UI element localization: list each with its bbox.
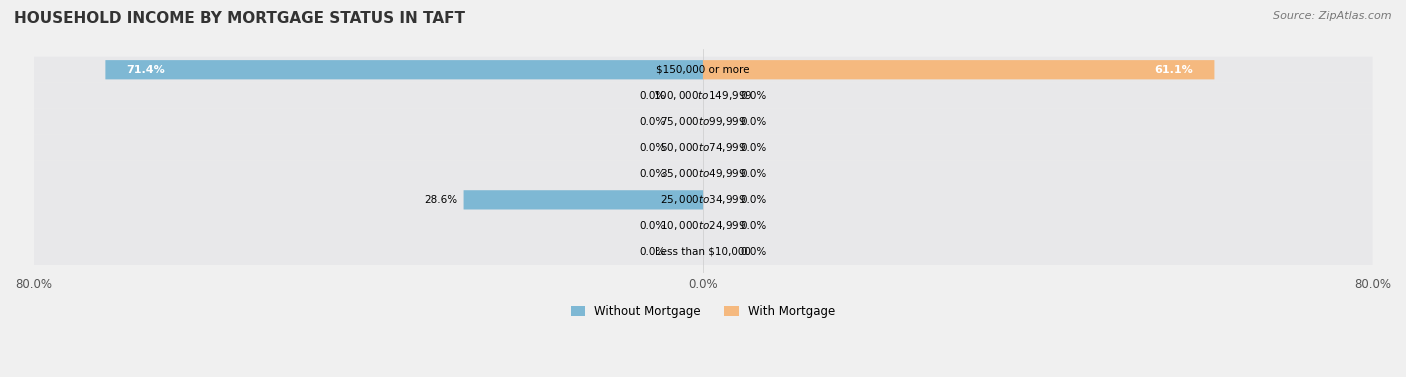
Text: 0.0%: 0.0% <box>741 143 766 153</box>
FancyBboxPatch shape <box>703 60 1215 80</box>
Text: Source: ZipAtlas.com: Source: ZipAtlas.com <box>1274 11 1392 21</box>
FancyBboxPatch shape <box>34 57 1372 83</box>
Text: 0.0%: 0.0% <box>640 91 665 101</box>
Text: 0.0%: 0.0% <box>640 117 665 127</box>
Text: 71.4%: 71.4% <box>127 65 165 75</box>
Text: $50,000 to $74,999: $50,000 to $74,999 <box>659 141 747 154</box>
FancyBboxPatch shape <box>34 135 1372 161</box>
Text: $75,000 to $99,999: $75,000 to $99,999 <box>659 115 747 128</box>
FancyBboxPatch shape <box>34 161 1372 187</box>
FancyBboxPatch shape <box>34 83 1372 109</box>
Text: $150,000 or more: $150,000 or more <box>657 65 749 75</box>
Text: 0.0%: 0.0% <box>741 91 766 101</box>
FancyBboxPatch shape <box>34 239 1372 265</box>
Text: $10,000 to $24,999: $10,000 to $24,999 <box>659 219 747 232</box>
Text: $25,000 to $34,999: $25,000 to $34,999 <box>659 193 747 206</box>
Text: $35,000 to $49,999: $35,000 to $49,999 <box>659 167 747 180</box>
Text: $100,000 to $149,999: $100,000 to $149,999 <box>654 89 752 102</box>
Text: 61.1%: 61.1% <box>1154 65 1194 75</box>
Text: 0.0%: 0.0% <box>640 143 665 153</box>
Text: 28.6%: 28.6% <box>423 195 457 205</box>
Text: 0.0%: 0.0% <box>640 247 665 257</box>
Text: Less than $10,000: Less than $10,000 <box>655 247 751 257</box>
Text: HOUSEHOLD INCOME BY MORTGAGE STATUS IN TAFT: HOUSEHOLD INCOME BY MORTGAGE STATUS IN T… <box>14 11 465 26</box>
Text: 0.0%: 0.0% <box>741 169 766 179</box>
FancyBboxPatch shape <box>34 187 1372 213</box>
Text: 0.0%: 0.0% <box>741 117 766 127</box>
Text: 0.0%: 0.0% <box>741 221 766 231</box>
FancyBboxPatch shape <box>464 190 703 210</box>
Legend: Without Mortgage, With Mortgage: Without Mortgage, With Mortgage <box>567 300 839 323</box>
Text: 0.0%: 0.0% <box>640 221 665 231</box>
FancyBboxPatch shape <box>34 109 1372 135</box>
Text: 0.0%: 0.0% <box>741 195 766 205</box>
Text: 0.0%: 0.0% <box>741 247 766 257</box>
FancyBboxPatch shape <box>105 60 703 80</box>
Text: 0.0%: 0.0% <box>640 169 665 179</box>
FancyBboxPatch shape <box>34 213 1372 239</box>
